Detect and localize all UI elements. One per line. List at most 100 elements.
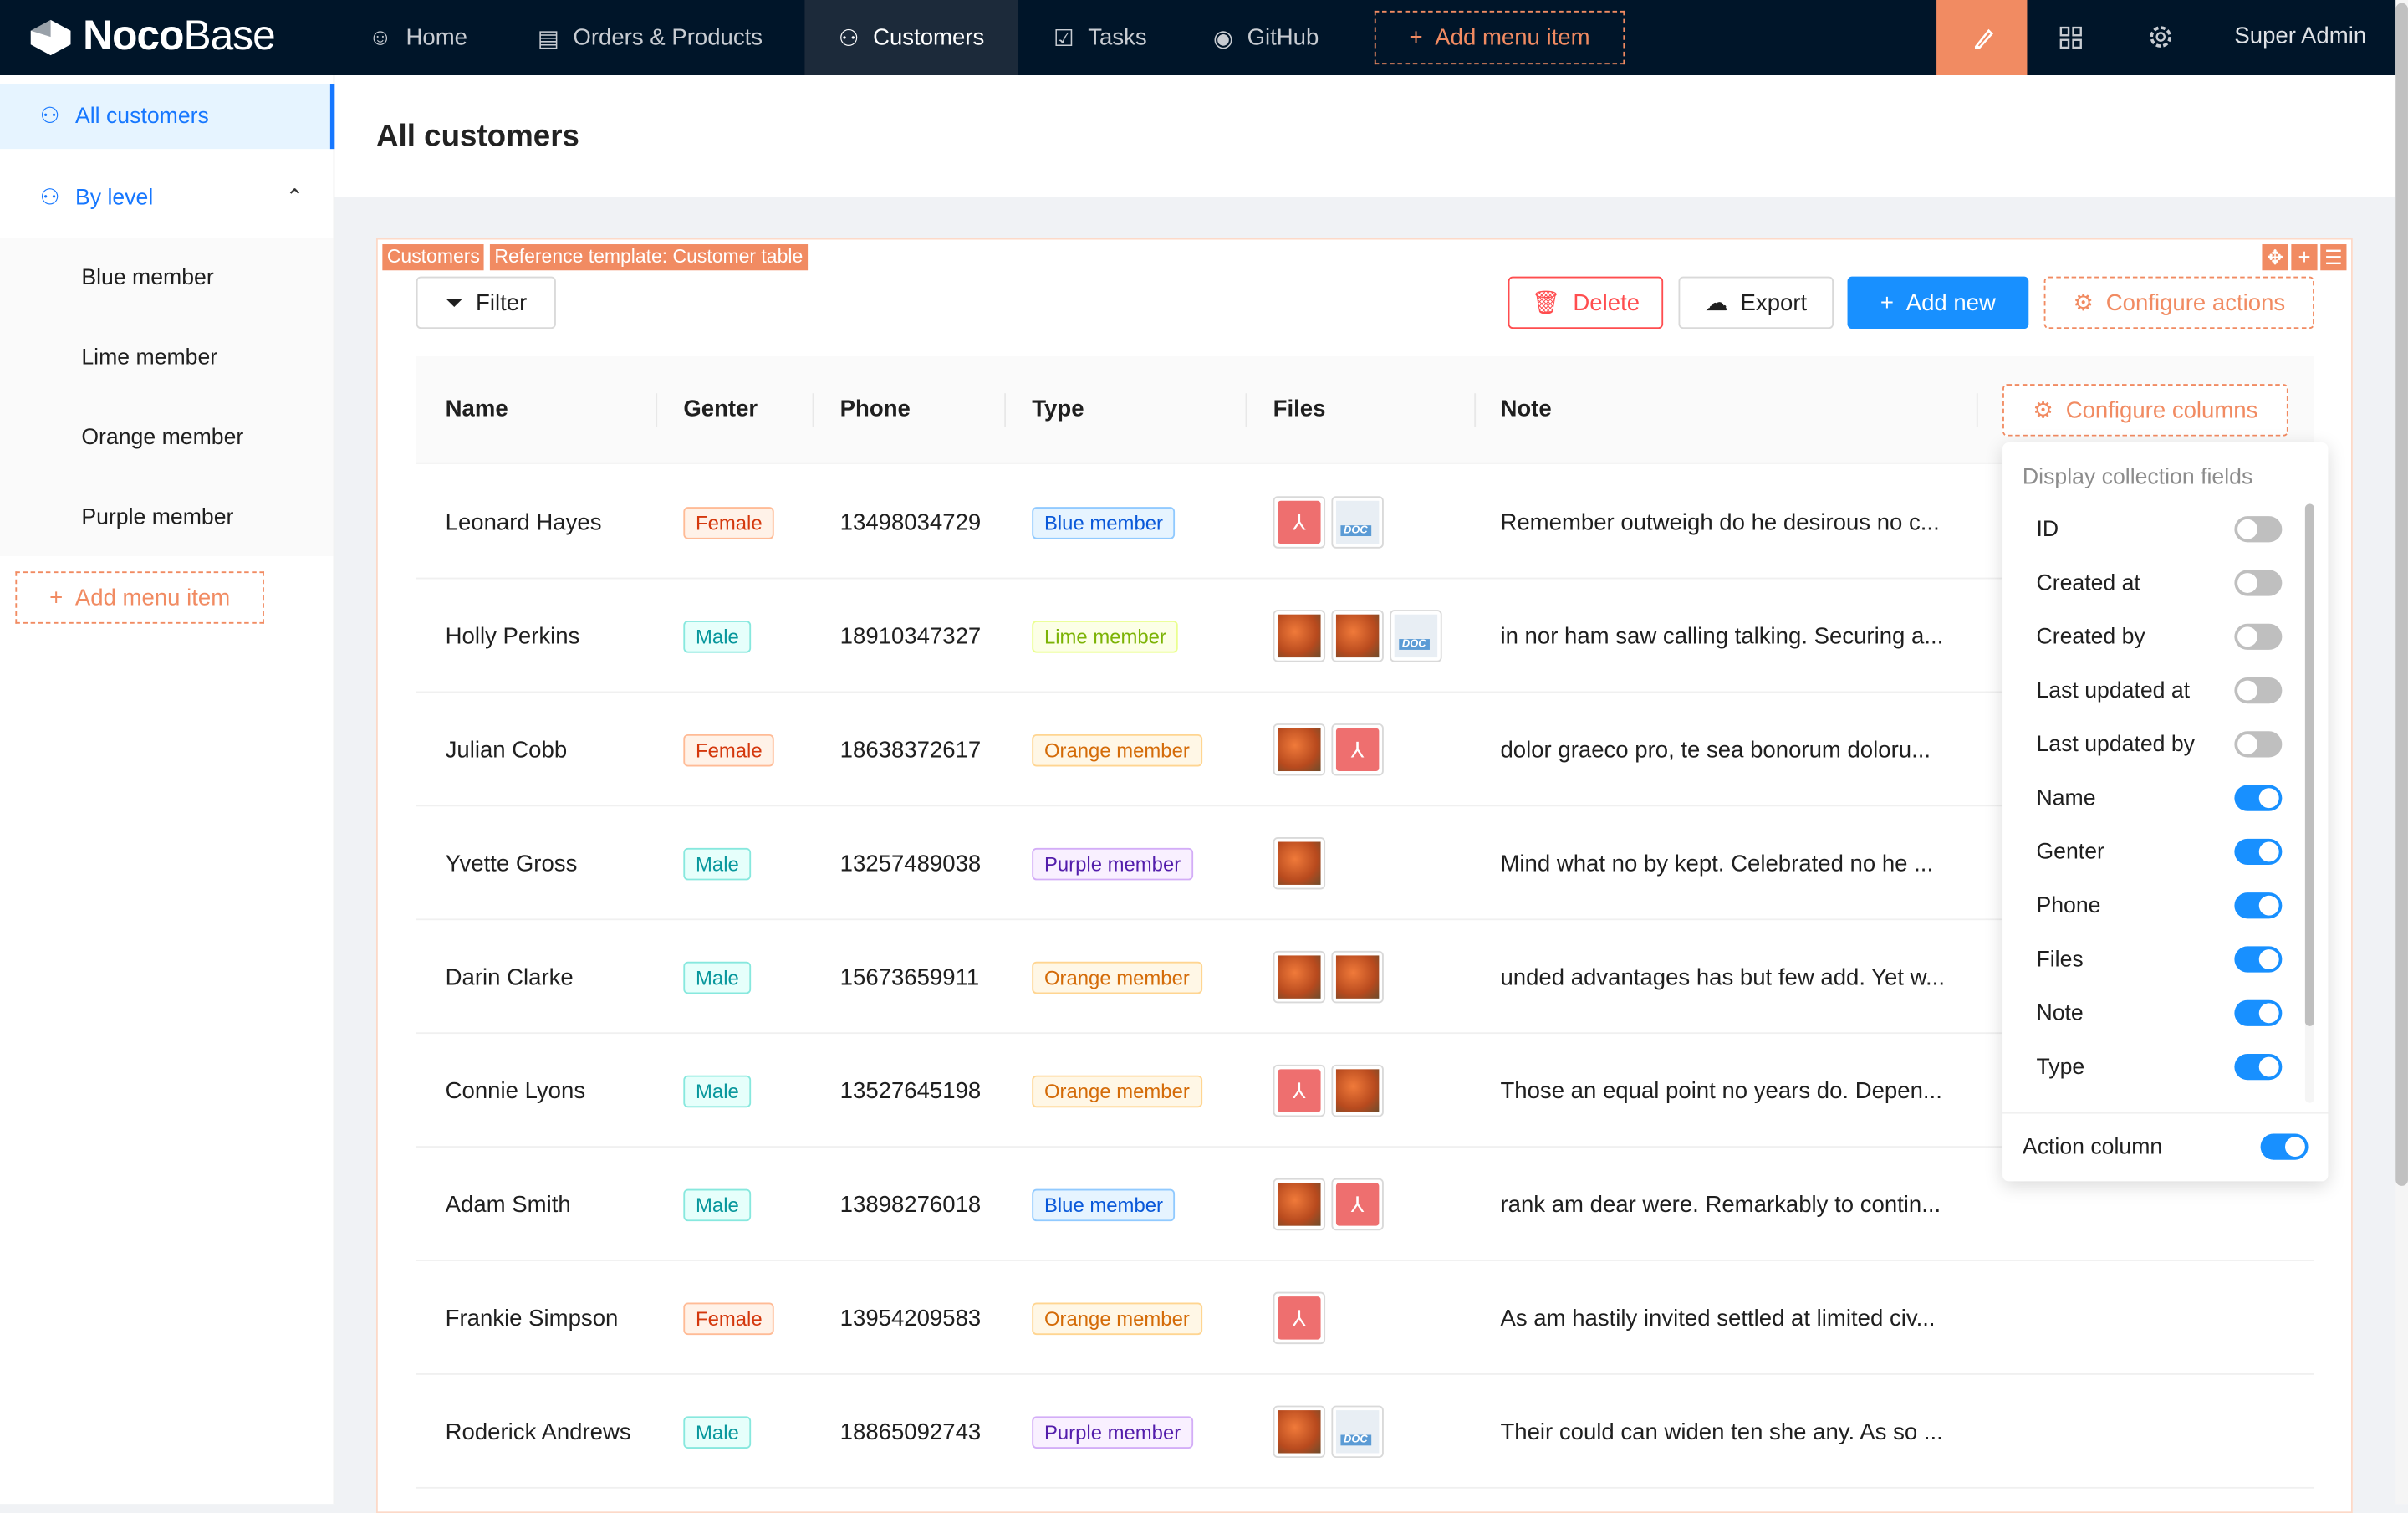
sidebar-sub-item[interactable]: Blue member xyxy=(0,238,334,319)
logo-icon xyxy=(30,18,71,55)
nav-tasks[interactable]: ☑ Tasks xyxy=(1020,0,1181,75)
field-toggle-row[interactable]: Type xyxy=(2036,1053,2283,1081)
field-switch[interactable] xyxy=(2234,892,2283,919)
column-header[interactable]: Files xyxy=(1273,396,1326,423)
file-pdf-thumbnail[interactable]: ⅄ xyxy=(1331,723,1384,776)
file-doc-thumbnail[interactable]: DOC xyxy=(1331,1405,1384,1459)
user-menu[interactable]: Super Admin xyxy=(2234,23,2367,49)
table-row[interactable]: Frankie Simpson Female 13954209583 Orang… xyxy=(416,1261,2314,1375)
sidebar-sub-item[interactable]: Lime member xyxy=(0,318,334,398)
table-row[interactable]: Roderick Andrews Male 18865092743 Purple… xyxy=(416,1375,2314,1489)
file-doc-thumbnail[interactable]: DOC xyxy=(1390,610,1442,662)
table-row[interactable]: Darin Clarke Male 15673659911 Orange mem… xyxy=(416,920,2314,1035)
cell-note: Those an equal point no years do. Depen.… xyxy=(1500,1077,1942,1104)
file-image-thumbnail[interactable] xyxy=(1273,837,1326,890)
block-tag-collection: Customers xyxy=(382,244,485,271)
settings-button[interactable] xyxy=(2147,23,2175,57)
field-switch[interactable] xyxy=(2234,838,2283,866)
type-badge: Blue member xyxy=(1032,1188,1176,1221)
block-settings[interactable]: ✥ + ☰ xyxy=(2262,244,2347,271)
menu-icon[interactable]: ☰ xyxy=(2320,244,2347,271)
file-image-thumbnail[interactable] xyxy=(1273,610,1326,662)
sidebar-sub-item[interactable]: Purple member xyxy=(0,478,334,558)
drag-icon[interactable]: ✥ xyxy=(2262,244,2288,271)
table-row[interactable]: Yvette Gross Male 13257489038 Purple mem… xyxy=(416,806,2314,921)
nav-orders-products[interactable]: ▤ Orders & Products xyxy=(503,0,796,75)
nav-github[interactable]: ◉ GitHub xyxy=(1180,0,1353,75)
table-row[interactable]: Holly Perkins Male 18910347327 Lime memb… xyxy=(416,579,2314,693)
gender-badge: Male xyxy=(683,620,752,652)
field-toggle-row[interactable]: ID xyxy=(2036,516,2283,543)
nav-home[interactable]: ☺ Home xyxy=(334,0,501,75)
column-header[interactable]: Note xyxy=(1500,396,1552,423)
file-pdf-thumbnail[interactable]: ⅄ xyxy=(1273,1291,1326,1345)
sidebar-add-menu-item-button[interactable]: + Add menu item xyxy=(15,571,264,624)
add-menu-item-button[interactable]: + Add menu item xyxy=(1374,10,1625,65)
label: Export xyxy=(1740,289,1808,316)
field-switch[interactable] xyxy=(2234,516,2283,543)
configure-actions-button[interactable]: ⚙ Configure actions xyxy=(2043,276,2314,330)
field-toggle-row[interactable]: Last updated at xyxy=(2036,677,2283,704)
page-scrollbar[interactable] xyxy=(2395,0,2408,1505)
file-image-thumbnail[interactable] xyxy=(1331,950,1384,1004)
column-header[interactable]: Genter xyxy=(683,396,758,423)
field-toggle-row[interactable]: Genter xyxy=(2036,838,2283,866)
field-toggle-row[interactable]: Name xyxy=(2036,785,2283,811)
nav-customers[interactable]: ⚇ Customers xyxy=(804,0,1018,75)
export-button[interactable]: ☁ Export xyxy=(1678,276,1834,330)
field-switch[interactable] xyxy=(2234,999,2283,1026)
action-column-switch[interactable] xyxy=(2260,1133,2309,1160)
field-switch[interactable] xyxy=(2234,570,2283,596)
sidebar-item-by-level[interactable]: ⚇ By level ⌃ xyxy=(0,165,334,231)
file-pdf-thumbnail[interactable]: ⅄ xyxy=(1331,1178,1384,1231)
scrollbar-thumb[interactable] xyxy=(2304,503,2314,1026)
file-image-thumbnail[interactable] xyxy=(1273,723,1326,776)
table-row[interactable]: Connie Lyons Male 13527645198 Orange mem… xyxy=(416,1034,2314,1148)
field-switch[interactable] xyxy=(2234,946,2283,973)
field-switch[interactable] xyxy=(2234,1053,2283,1081)
type-badge: Blue member xyxy=(1032,506,1176,539)
filter-button[interactable]: ⏷ Filter xyxy=(416,276,556,330)
sidebar-sub-item[interactable]: Orange member xyxy=(0,398,334,478)
field-toggle-row[interactable]: Created at xyxy=(2036,570,2283,596)
file-image-thumbnail[interactable] xyxy=(1273,1178,1326,1231)
popover-scrollbar[interactable] xyxy=(2304,503,2314,1103)
column-header[interactable]: Name xyxy=(445,396,508,423)
add-new-button[interactable]: + Add new xyxy=(1847,276,2029,330)
file-image-thumbnail[interactable] xyxy=(1273,1405,1326,1459)
file-image-thumbnail[interactable] xyxy=(1331,610,1384,662)
cell-phone: 13898276018 xyxy=(839,1191,982,1218)
table-row[interactable]: Leonard Hayes Female 13498034729 Blue me… xyxy=(416,466,2314,580)
scrollbar-thumb[interactable] xyxy=(2395,3,2408,1186)
gear-icon xyxy=(2150,26,2172,48)
file-image-thumbnail[interactable] xyxy=(1273,950,1326,1004)
action-column-toggle-row[interactable]: Action column xyxy=(2023,1133,2309,1160)
field-switch[interactable] xyxy=(2234,731,2283,758)
plus-icon[interactable]: + xyxy=(2291,244,2318,271)
type-badge: Orange member xyxy=(1032,1301,1202,1335)
column-header[interactable]: Phone xyxy=(839,396,911,423)
ui-editor-button[interactable] xyxy=(1936,0,2028,75)
file-image-thumbnail[interactable] xyxy=(1331,1064,1384,1117)
field-switch[interactable] xyxy=(2234,785,2283,811)
column-header[interactable]: Type xyxy=(1032,396,1084,423)
field-toggle-row[interactable]: Note xyxy=(2036,999,2283,1026)
file-doc-thumbnail[interactable]: DOC xyxy=(1331,496,1384,549)
label: Last updated by xyxy=(2036,732,2196,757)
field-switch[interactable] xyxy=(2234,623,2283,650)
label: ID xyxy=(2036,517,2059,542)
file-pdf-thumbnail[interactable]: ⅄ xyxy=(1273,1064,1326,1117)
field-switch[interactable] xyxy=(2234,677,2283,704)
file-pdf-thumbnail[interactable]: ⅄ xyxy=(1273,496,1326,549)
sidebar-item-all-customers[interactable]: ⚇ All customers xyxy=(0,84,335,150)
delete-button[interactable]: 🗑︎ Delete xyxy=(1508,276,1664,330)
table-row[interactable]: Julian Cobb Female 18638372617 Orange me… xyxy=(416,693,2314,807)
table-row[interactable]: Adam Smith Male 13898276018 Blue member … xyxy=(416,1148,2314,1261)
field-toggle-row[interactable]: Phone xyxy=(2036,892,2283,919)
field-toggle-row[interactable]: Last updated by xyxy=(2036,731,2283,758)
field-toggle-row[interactable]: Created by xyxy=(2036,623,2283,650)
logo[interactable]: NocoBase xyxy=(28,13,276,60)
plugins-button[interactable] xyxy=(2058,24,2084,57)
field-toggle-row[interactable]: Files xyxy=(2036,946,2283,973)
configure-columns-button[interactable]: ⚙ Configure columns xyxy=(2002,384,2288,437)
